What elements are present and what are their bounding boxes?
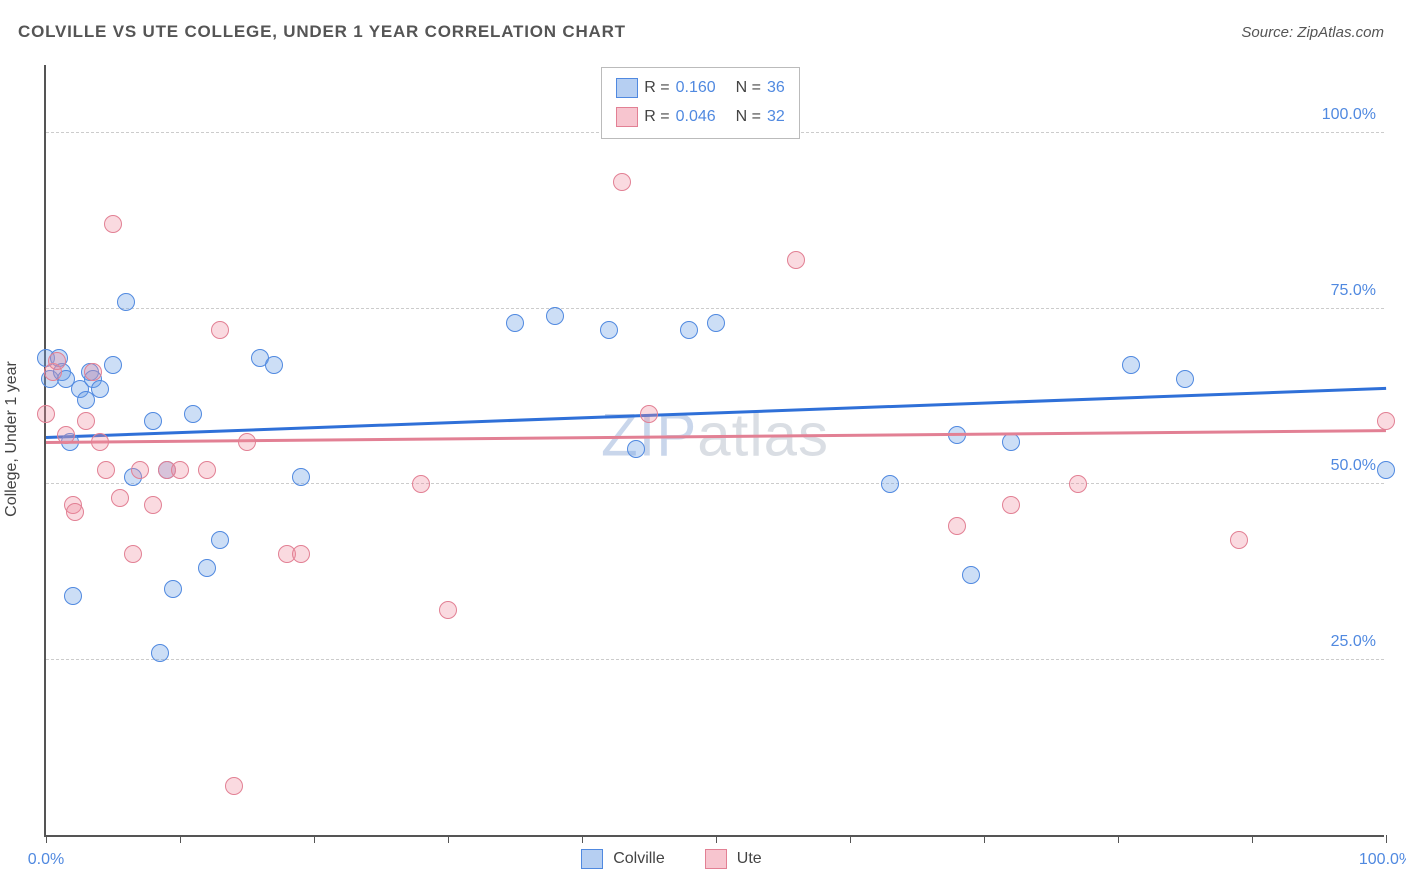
y-tick-label: 50.0%	[1331, 457, 1376, 475]
y-tick-label: 75.0%	[1331, 282, 1376, 300]
data-point-colville	[627, 440, 645, 458]
data-point-ute	[84, 363, 102, 381]
data-point-ute	[412, 475, 430, 493]
data-point-ute	[144, 496, 162, 514]
data-point-ute	[1069, 475, 1087, 493]
data-point-colville	[265, 356, 283, 374]
data-point-colville	[144, 412, 162, 430]
data-point-ute	[91, 433, 109, 451]
x-tick	[46, 835, 47, 843]
data-point-colville	[1002, 433, 1020, 451]
data-point-colville	[184, 405, 202, 423]
data-point-ute	[292, 545, 310, 563]
data-point-colville	[1377, 461, 1395, 479]
data-point-colville	[151, 644, 169, 662]
data-point-colville	[881, 475, 899, 493]
data-point-ute	[225, 777, 243, 795]
x-tick	[1386, 835, 1387, 843]
x-tick	[850, 835, 851, 843]
data-point-colville	[1122, 356, 1140, 374]
gridline	[46, 659, 1384, 660]
gridline	[46, 483, 1384, 484]
data-point-colville	[506, 314, 524, 332]
data-point-ute	[37, 405, 55, 423]
data-point-ute	[124, 545, 142, 563]
data-point-ute	[48, 352, 66, 370]
legend-swatch	[616, 107, 638, 127]
data-point-colville	[1176, 370, 1194, 388]
gridline	[46, 308, 1384, 309]
x-tick	[314, 835, 315, 843]
n-value: 36	[767, 74, 785, 103]
data-point-colville	[198, 559, 216, 577]
data-point-ute	[66, 503, 84, 521]
data-point-ute	[787, 251, 805, 269]
data-point-ute	[171, 461, 189, 479]
y-tick-label: 25.0%	[1331, 633, 1376, 651]
data-point-ute	[613, 173, 631, 191]
data-point-ute	[1002, 496, 1020, 514]
data-point-ute	[77, 412, 95, 430]
legend-swatch	[705, 849, 727, 869]
data-point-colville	[64, 587, 82, 605]
x-tick	[180, 835, 181, 843]
data-point-colville	[962, 566, 980, 584]
n-label: N =	[736, 103, 761, 132]
data-point-colville	[164, 580, 182, 598]
x-tick	[1118, 835, 1119, 843]
x-tick	[984, 835, 985, 843]
data-point-ute	[211, 321, 229, 339]
y-tick-label: 100.0%	[1322, 106, 1376, 124]
legend-label: Ute	[737, 850, 762, 868]
data-point-ute	[97, 461, 115, 479]
data-point-colville	[104, 356, 122, 374]
legend-swatch	[581, 849, 603, 869]
data-point-ute	[640, 405, 658, 423]
data-point-colville	[91, 380, 109, 398]
legend-label: Colville	[613, 850, 665, 868]
x-tick	[1252, 835, 1253, 843]
x-tick	[582, 835, 583, 843]
r-label: R =	[644, 74, 669, 103]
data-point-colville	[707, 314, 725, 332]
n-value: 32	[767, 103, 785, 132]
legend-swatch	[616, 78, 638, 98]
series-legend: Colville Ute	[581, 849, 761, 869]
x-tick	[448, 835, 449, 843]
data-point-ute	[111, 489, 129, 507]
source-credit: Source: ZipAtlas.com	[1241, 24, 1384, 41]
data-point-ute	[948, 517, 966, 535]
data-point-colville	[211, 531, 229, 549]
chart-title: COLVILLE VS UTE COLLEGE, UNDER 1 YEAR CO…	[18, 22, 626, 42]
data-point-ute	[198, 461, 216, 479]
y-axis-title: College, Under 1 year	[3, 361, 21, 517]
n-label: N =	[736, 74, 761, 103]
data-point-colville	[546, 307, 564, 325]
data-point-ute	[1377, 412, 1395, 430]
data-point-ute	[57, 426, 75, 444]
r-value: 0.160	[676, 74, 716, 103]
x-tick-label: 100.0%	[1359, 851, 1406, 869]
data-point-colville	[680, 321, 698, 339]
correlation-legend: R = 0.160 N = 36 R = 0.046 N = 32	[601, 67, 800, 139]
x-tick	[716, 835, 717, 843]
data-point-colville	[600, 321, 618, 339]
data-point-ute	[439, 601, 457, 619]
data-point-colville	[117, 293, 135, 311]
data-point-ute	[104, 215, 122, 233]
data-point-ute	[131, 461, 149, 479]
x-tick-label: 0.0%	[28, 851, 64, 869]
r-label: R =	[644, 103, 669, 132]
data-point-ute	[238, 433, 256, 451]
data-point-ute	[1230, 531, 1248, 549]
data-point-colville	[292, 468, 310, 486]
r-value: 0.046	[676, 103, 716, 132]
scatter-plot-area: ZIPatlas 25.0%50.0%75.0%100.0%0.0%100.0%…	[44, 65, 1384, 837]
